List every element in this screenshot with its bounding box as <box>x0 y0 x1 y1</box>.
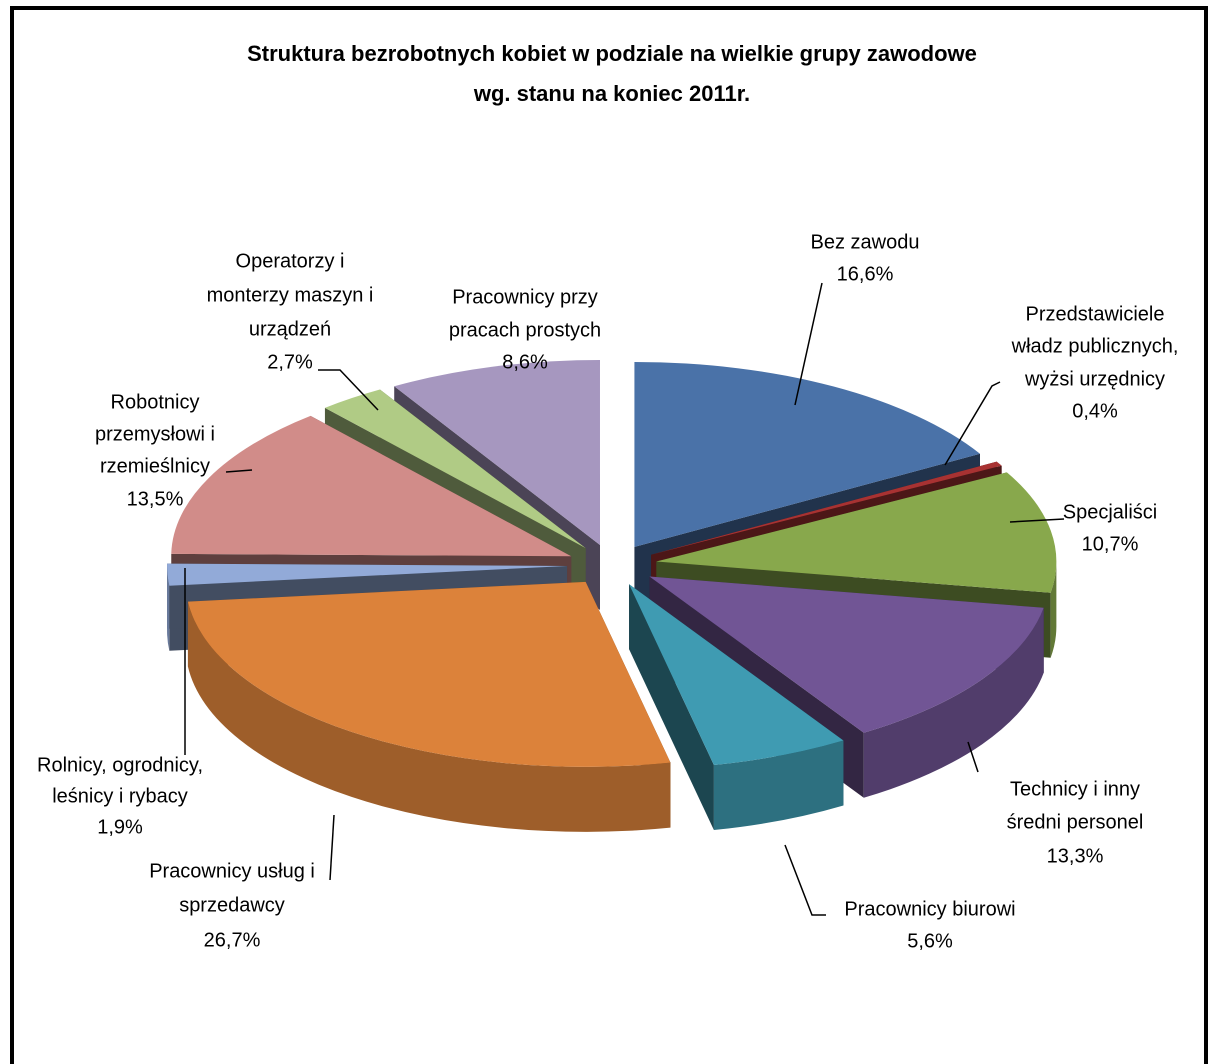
chart-title: wg. stanu na koniec 2011r. <box>473 81 750 106</box>
slice-cut-face <box>629 584 714 831</box>
value-label: 8,6% <box>502 351 548 373</box>
slice <box>394 359 600 545</box>
slice-side <box>187 601 671 832</box>
slice-label: rzemieślnicy <box>100 455 210 477</box>
slice-side <box>863 607 1044 798</box>
leader-line <box>944 381 1001 466</box>
slice-label: pracach prostych <box>449 319 601 341</box>
value-label: 1,9% <box>97 816 143 838</box>
chart-title: Struktura bezrobotnych kobiet w podziale… <box>247 41 977 66</box>
slice-label: sprzedawcy <box>179 894 285 916</box>
slice-label: władz publicznych, <box>1011 335 1179 357</box>
value-label: 5,6% <box>907 930 953 952</box>
leader-line <box>794 282 823 406</box>
slice-label: średni personel <box>1007 811 1144 833</box>
leader-line <box>225 469 253 473</box>
slice <box>324 389 586 549</box>
slice-label: Specjaliści <box>1063 501 1157 523</box>
slice-label: przemysłowi i <box>95 423 215 445</box>
value-label: 10,7% <box>1082 533 1139 555</box>
slice-label: leśnicy i rybacy <box>52 785 188 807</box>
slice-label: Bez zawodu <box>811 231 920 253</box>
slice-side <box>1050 561 1057 658</box>
leader-line <box>318 369 379 411</box>
slice <box>634 361 980 547</box>
slice <box>651 461 1002 555</box>
leader-line <box>784 844 826 916</box>
slice-label: Technicy i inny <box>1010 778 1140 800</box>
slice-label: monterzy maszyn i <box>207 284 374 306</box>
value-label: 26,7% <box>204 929 261 951</box>
slice-label: urządzeń <box>249 318 331 340</box>
slice-label: Pracownicy usług i <box>149 860 315 882</box>
slice <box>656 472 1057 593</box>
slice-label: Pracownicy przy <box>452 286 598 308</box>
slice-side <box>167 565 170 651</box>
leader-line <box>967 741 979 773</box>
value-label: 0,4% <box>1072 400 1118 422</box>
slice <box>187 581 671 767</box>
slice-label: Rolnicy, ogrodnicy, <box>37 754 203 776</box>
slice-label: Robotnicy <box>111 391 200 413</box>
slice-label: wyżsi urzędnicy <box>1024 368 1165 390</box>
slice <box>167 563 568 586</box>
slice <box>629 584 844 766</box>
slice-label: Pracownicy biurowi <box>844 898 1015 920</box>
value-label: 16,6% <box>837 263 894 285</box>
slice-side <box>713 740 844 831</box>
slice <box>171 415 572 557</box>
value-label: 2,7% <box>267 351 313 373</box>
leader-line <box>1009 518 1065 523</box>
value-label: 13,5% <box>127 488 184 510</box>
leader-line <box>329 814 335 881</box>
slice-label: Operatorzy i <box>236 250 345 272</box>
slice <box>649 576 1044 733</box>
slice-label: Przedstawiciele <box>1026 303 1165 325</box>
value-label: 13,3% <box>1047 845 1104 867</box>
